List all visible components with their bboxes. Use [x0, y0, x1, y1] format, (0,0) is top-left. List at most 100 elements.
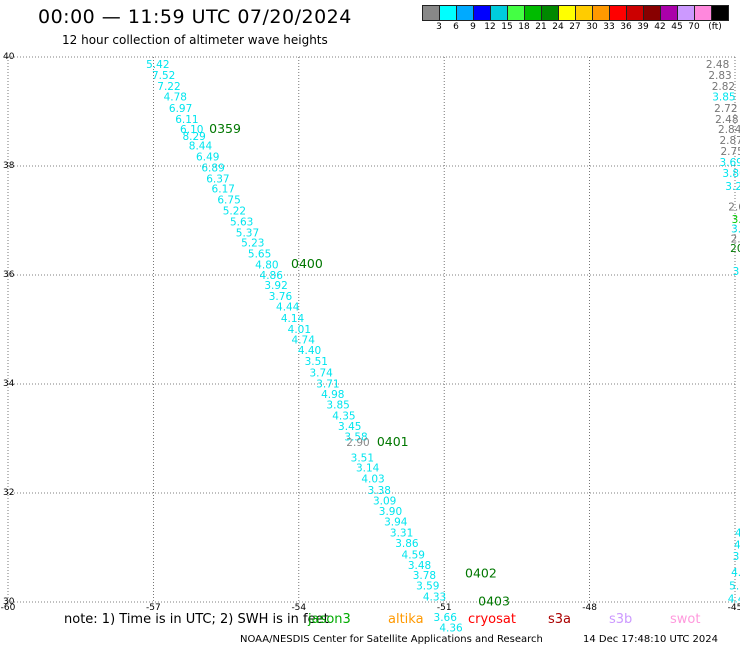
legend-label: 9: [470, 22, 476, 32]
page-title: 00:00 — 11:59 UTC 07/20/2024: [38, 6, 352, 28]
wave-height-value: 3.: [733, 551, 740, 563]
wave-height-value: 20.: [730, 243, 740, 255]
wave-height-value: 4.0: [731, 567, 740, 579]
wave-height-value: 4.4: [728, 594, 740, 606]
wave-height-value: 3.71: [316, 378, 339, 390]
wave-height-value: 3.85: [712, 92, 735, 104]
wave-height-value: 4.78: [164, 92, 187, 104]
wave-height-value: 3.90: [379, 506, 402, 518]
wave-height-value: 3.2: [732, 214, 740, 226]
wave-height-value: 3.31: [390, 528, 413, 540]
wave-height-value: 6.75: [217, 195, 240, 207]
tick-label-lon: -57: [146, 603, 161, 613]
tick-label-lat: 38: [3, 161, 15, 171]
legend-label: 33: [603, 22, 615, 32]
wave-height-value: 4.59: [402, 549, 425, 561]
wave-height-value: 3.09: [373, 495, 396, 507]
wave-height-value: 2.61: [728, 202, 740, 214]
wave-height-value: 2.48: [715, 114, 738, 126]
satellite-label-s3a: s3a: [548, 612, 572, 627]
legend-label: 21: [535, 22, 547, 32]
units-note: note: 1) Time is in UTC; 2) SWH is in fe…: [64, 612, 329, 627]
wave-height-value: 8.29: [182, 131, 205, 143]
wave-height-value: 4.86: [260, 270, 284, 282]
wave-height-value: 8.44: [189, 141, 213, 153]
wave-height-value: 2.83: [708, 70, 731, 82]
wave-height-value: 5.63: [230, 216, 253, 228]
legend-label: 45: [671, 22, 683, 32]
wave-height-value: 2.75: [720, 146, 740, 158]
wave-height-value: 3.85: [326, 400, 349, 412]
wave-height-value: 3.78: [413, 570, 436, 582]
wave-height-value: 3.1: [731, 223, 740, 235]
legend-label: 18: [518, 22, 530, 32]
footer-timestamp: 14 Dec 17:48:10 UTC 2024: [583, 634, 718, 645]
wave-height-value: 2.72: [714, 103, 737, 115]
wave-height-value: 4.74: [292, 335, 316, 347]
legend-swatch: [711, 5, 729, 21]
wave-height-value: 3.25: [725, 181, 740, 193]
wave-height-value: 3.76: [269, 291, 293, 303]
legend-label: 24: [552, 22, 564, 32]
wave-height-value: 3.94: [384, 517, 408, 529]
wave-height-value: 5.23: [241, 238, 264, 250]
wave-height-value: 3.45: [338, 421, 361, 433]
wave-height-value: 2.87: [719, 135, 740, 147]
legend-label: 42: [654, 22, 666, 32]
tick-label-lon: -54: [291, 603, 306, 613]
legend-label: 3: [436, 22, 442, 32]
page-subtitle: 12 hour collection of altimeter wave hei…: [62, 33, 328, 47]
legend-label: 27: [569, 22, 581, 32]
tick-label-lat: 34: [3, 379, 15, 389]
wave-height-value: 7.22: [157, 81, 180, 93]
wave-height-value: 4.33: [423, 591, 446, 603]
tick-label-lat: 36: [3, 270, 15, 280]
wave-height-value: 6.37: [206, 173, 229, 185]
tick-label-lat: 32: [3, 488, 14, 498]
wave-height-value: 2.6: [731, 233, 740, 245]
satellite-label-s3b: s3b: [609, 612, 633, 627]
wave-height-value: 2.48: [706, 59, 729, 71]
wave-height-value: 7.52: [152, 70, 175, 82]
wave-height-value: 3.92: [264, 280, 287, 292]
wave-height-value: 4.35: [332, 410, 355, 422]
wave-height-value: 5.65: [248, 249, 271, 261]
wave-height-value: 3.74: [309, 367, 333, 379]
pass-time-label: 0402: [465, 565, 497, 580]
wave-height-value: 3.51: [305, 356, 328, 368]
tick-label-lon: -51: [437, 603, 452, 613]
color-legend: [422, 5, 729, 21]
pass-time-label: 0401: [377, 434, 409, 449]
legend-label: 70: [688, 22, 700, 32]
wave-height-value: 4.44: [276, 301, 300, 313]
wave-height-value: 5.37: [236, 227, 259, 239]
wave-height-value: 3.66: [434, 612, 458, 624]
wave-height-value: 4: [734, 540, 740, 552]
satellite-label-jason3: jason3: [308, 612, 351, 627]
legend-label: 30: [586, 22, 598, 32]
wave-height-value: 3.59: [416, 580, 439, 592]
satellite-label-swot: swot: [670, 612, 701, 627]
legend-label: 36: [620, 22, 632, 32]
wave-height-value: 3.86: [395, 538, 419, 550]
wave-height-value: 2.84: [718, 124, 740, 136]
wave-height-value: 4.80: [255, 259, 278, 271]
wave-height-value: 4.98: [321, 389, 344, 401]
wave-height-value: 5.22: [223, 206, 246, 218]
pass-time-label: 0359: [209, 121, 241, 136]
tick-label-lat: 30: [3, 597, 15, 607]
wave-height-value: 3.48: [408, 560, 431, 572]
legend-label: 6: [453, 22, 459, 32]
satellite-label-cryosat: cryosat: [468, 612, 516, 627]
satellite-label-altika: altika: [388, 612, 424, 627]
wave-height-value: 6.49: [196, 152, 219, 164]
wave-height-value: 3: [733, 266, 740, 278]
wave-height-value: 3.80: [722, 168, 740, 180]
wave-height-value: 5.42: [146, 59, 169, 71]
wave-height-value: 6.11: [175, 114, 198, 126]
wave-height-value: 5.0: [729, 580, 740, 592]
wave-height-value: 2.82: [712, 81, 735, 93]
wave-height-value: 6.17: [212, 184, 235, 196]
tick-label-lon: -48: [582, 603, 597, 613]
